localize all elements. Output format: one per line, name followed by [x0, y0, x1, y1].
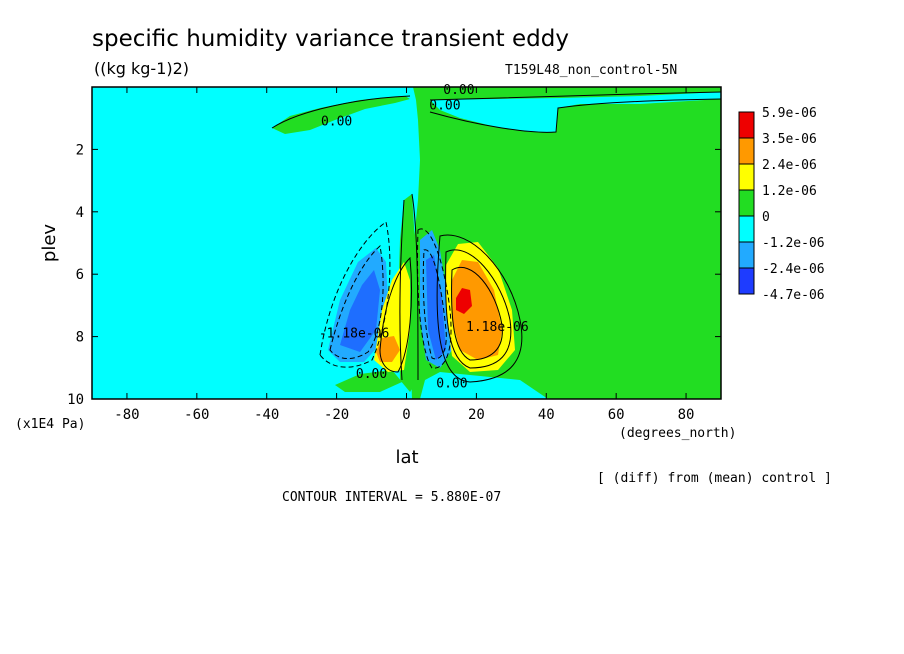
fill-darkblue-nh	[426, 255, 446, 360]
y-axis-units: (x1E4 Pa)	[15, 417, 85, 432]
x-tick-label: 0	[402, 407, 410, 423]
colorbar-label: 1.2e-06	[762, 184, 817, 199]
colorbar-label: -4.7e-06	[762, 288, 825, 303]
x-tick-label: -60	[184, 407, 209, 423]
contour-label: 0.00	[436, 376, 467, 391]
fill-green-sh-upper	[272, 96, 410, 134]
colorbar: 5.9e-06 3.5e-06 2.4e-06 1.2e-06 0 -1.2e-06 -2.…	[738, 106, 825, 303]
x-tick-label: 40	[538, 407, 555, 423]
colorbar-label: 0	[762, 210, 770, 225]
colorbar-swatch	[738, 163, 755, 191]
colorbar-label: 5.9e-06	[762, 106, 817, 121]
contour-label: -1.18e-06	[319, 326, 389, 341]
y-tick-label: 10	[67, 392, 84, 408]
y-tick-label: 8	[76, 330, 84, 346]
x-tick-label: 80	[678, 407, 695, 423]
fill-green-sh-surface	[335, 370, 402, 392]
contour-lines	[271, 91, 721, 383]
contour-labels: 0.000.000.000.000.00-1.18e-06 1.18e-06	[319, 83, 529, 391]
colorbar-label: -1.2e-06	[762, 236, 825, 251]
x-tick-label: -20	[324, 407, 349, 423]
diff-note: [ (diff) from (mean) control ]	[597, 471, 832, 486]
x-axis-units: (degrees_north)	[619, 426, 736, 441]
colorbar-swatch	[738, 137, 755, 165]
colorbar-swatch	[738, 215, 755, 243]
contour-label: 0.00	[443, 83, 474, 98]
fill-cyan-nh-upper	[430, 92, 721, 132]
x-tick-label: 20	[468, 407, 485, 423]
chart-units: ((kg kg-1)2)	[94, 59, 189, 78]
contour-label: 0.00	[321, 114, 352, 129]
y-tick-label: 2	[76, 142, 84, 158]
fill-darkblue-sh	[340, 270, 380, 352]
colorbar-label: 3.5e-06	[762, 132, 817, 147]
y-tick-label: 4	[76, 205, 84, 221]
run-label: T159L48_non_control-5N	[505, 63, 677, 78]
contour-interval: CONTOUR INTERVAL = 5.880E-07	[282, 490, 501, 505]
y-ticks: 2 4 6 8 10	[67, 142, 721, 408]
y-axis-label: plev	[39, 224, 60, 263]
colorbar-swatch	[738, 241, 755, 269]
x-axis-label: lat	[395, 447, 418, 468]
contour-label: 0.00	[429, 99, 460, 114]
colorbar-swatch	[738, 267, 755, 295]
contour-label: 1.18e-06	[466, 320, 529, 335]
contour-label: 0.00	[356, 367, 387, 382]
fill-orange-sh	[376, 336, 400, 362]
x-tick-label: -80	[114, 407, 139, 423]
fill-red-nh	[456, 288, 472, 314]
y-tick-label: 6	[76, 267, 84, 283]
plot-area: 0.000.000.000.000.00-1.18e-06 1.18e-06 -8…	[67, 83, 722, 423]
chart-title: specific humidity variance transient edd…	[92, 26, 569, 52]
colorbar-label: -2.4e-06	[762, 262, 825, 277]
fill-orange-nh	[452, 260, 502, 360]
x-tick-label: -40	[254, 407, 279, 423]
x-ticks: -80 -60 -40 -20 0 20 40 60 80	[114, 87, 694, 423]
colorbar-swatch	[738, 111, 755, 139]
colorbar-label: 2.4e-06	[762, 158, 817, 173]
contour-fill	[92, 87, 721, 399]
colorbar-swatch	[738, 189, 755, 217]
x-tick-label: 60	[608, 407, 625, 423]
